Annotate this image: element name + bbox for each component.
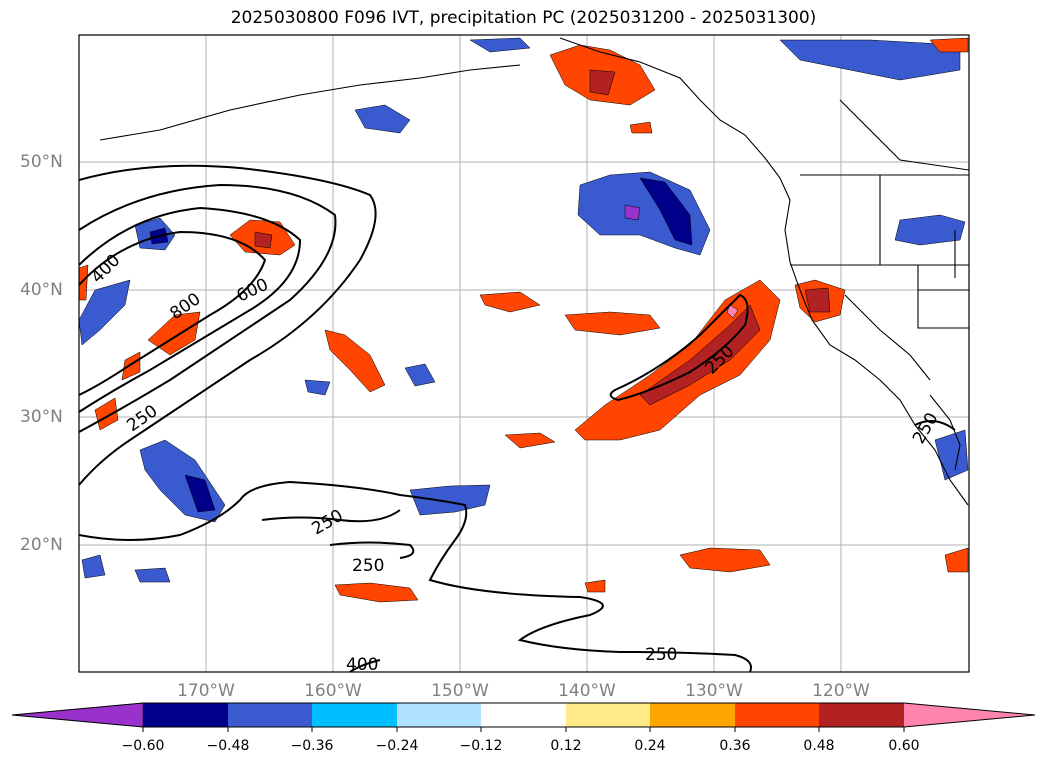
colorbar-tick-label: 0.60 xyxy=(888,738,920,754)
colorbar-tick-label: 0.12 xyxy=(550,738,582,754)
lon-label: 140°W xyxy=(558,681,616,701)
lon-label: 170°W xyxy=(177,681,235,701)
colorbar-segment xyxy=(312,703,397,727)
colorbar-segment xyxy=(228,703,312,727)
colorbar-tick-label: −0.48 xyxy=(206,738,250,754)
lat-label: 40°N xyxy=(20,280,63,300)
colorbar-tick-label: 0.48 xyxy=(803,738,835,754)
coastlines xyxy=(99,37,969,506)
colorbar-tick-label: −0.36 xyxy=(290,738,334,754)
negative-anomaly-shading xyxy=(79,37,969,583)
lon-label: 160°W xyxy=(304,681,362,701)
map-canvas: 400 800 600 250 250 250 250 250 400 250 xyxy=(78,34,970,675)
colorbar-tick-label: 0.36 xyxy=(719,738,751,754)
contour-label: 250 xyxy=(352,556,384,576)
colorbar-segment xyxy=(566,703,650,727)
map-frame xyxy=(78,34,970,673)
map-title: 2025030800 F096 IVT, precipitation PC (2… xyxy=(230,8,817,28)
lon-label: 120°W xyxy=(812,681,870,701)
colorbar xyxy=(11,702,1036,732)
positive-anomaly-shading xyxy=(79,37,969,603)
colorbar-tick-label: −0.24 xyxy=(375,738,419,754)
colorbar-segment xyxy=(481,703,566,727)
colorbar-segment xyxy=(735,703,819,727)
lat-label: 50°N xyxy=(20,152,63,172)
colorbar-segment xyxy=(143,703,228,727)
colorbar-tick-label: −0.60 xyxy=(121,738,165,754)
colorbar-segment xyxy=(819,703,904,727)
lon-label: 150°W xyxy=(431,681,489,701)
ivt-contours xyxy=(79,164,956,672)
contour-label: 250 xyxy=(645,645,677,665)
contour-label: 400 xyxy=(346,655,378,675)
colorbar-tick-label: 0.24 xyxy=(634,738,666,754)
colorbar-segment xyxy=(11,702,144,728)
lat-label: 30°N xyxy=(20,407,63,427)
lat-label: 20°N xyxy=(20,535,63,555)
lon-label: 130°W xyxy=(685,681,743,701)
colorbar-segment xyxy=(397,703,481,727)
colorbar-tick-label: −0.12 xyxy=(459,738,503,754)
colorbar-segment xyxy=(904,703,1035,727)
colorbar-segment xyxy=(650,703,735,727)
